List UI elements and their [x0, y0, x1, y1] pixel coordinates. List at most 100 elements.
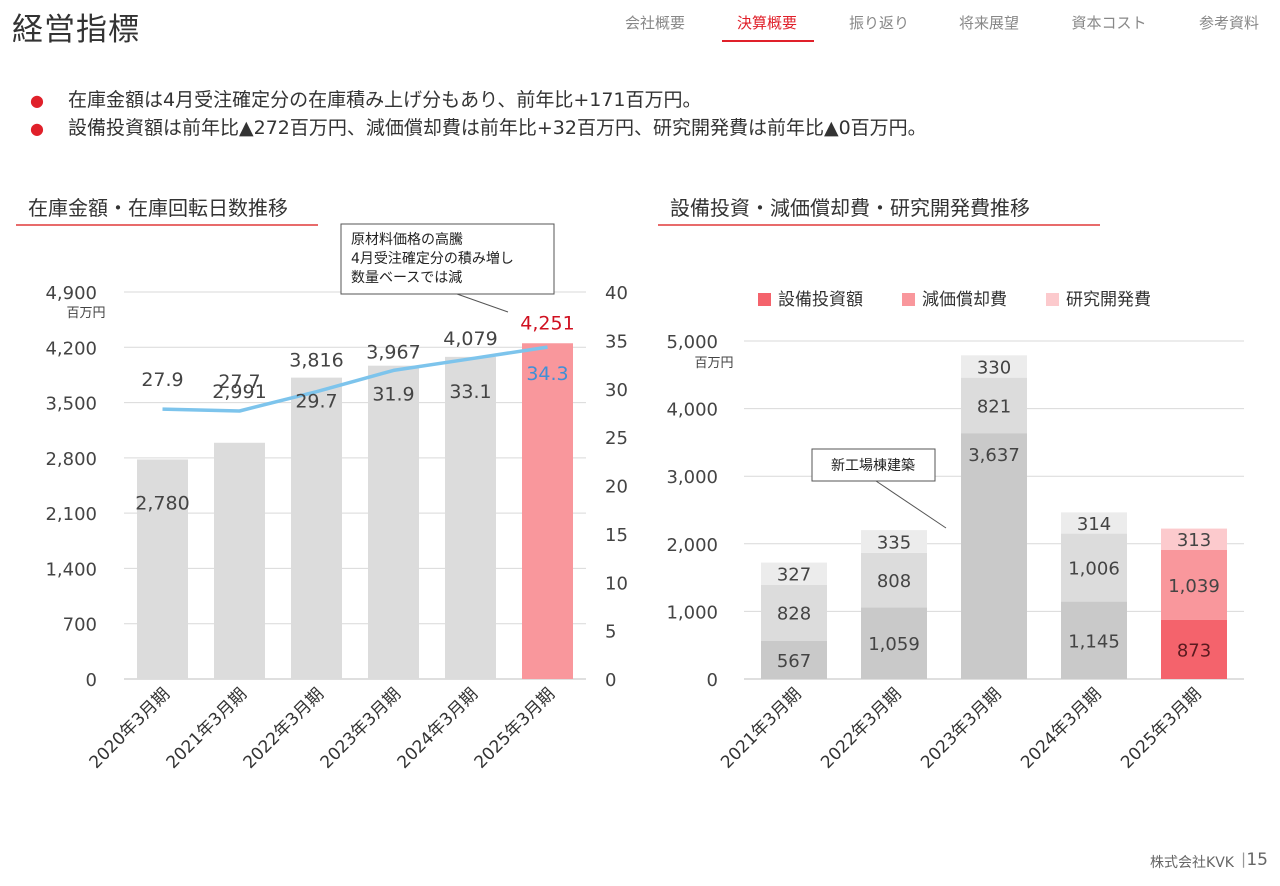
x-category-label: 2021年3月期: [163, 684, 251, 772]
page-number: 15: [1246, 850, 1268, 870]
y2-tick-label: 40: [605, 283, 628, 304]
segment-value-label: 1,039: [1168, 576, 1220, 597]
y2-tick-label: 30: [605, 380, 628, 401]
segment-value-label: 828: [777, 604, 811, 625]
y-tick-label: 4,900: [45, 283, 97, 304]
y2-tick-label: 10: [605, 573, 628, 594]
bar: [445, 356, 496, 679]
segment-value-label: 313: [1177, 530, 1211, 551]
stacked-bar-segment: [1161, 528, 1227, 550]
y-tick-label: 1,400: [45, 559, 97, 580]
bullet-icon: ●: [30, 119, 44, 138]
bar: [368, 365, 419, 679]
capex-chart-title-underline: [658, 224, 1100, 226]
annotation-text: 原材料価格の高騰: [351, 231, 463, 248]
y-tick-label: 3,000: [666, 467, 718, 488]
x-category-label: 2022年3月期: [817, 684, 905, 772]
stacked-bar-segment: [761, 640, 827, 679]
y-tick-label: 5,000: [666, 332, 718, 353]
stacked-bar-segment: [1061, 512, 1127, 534]
y-tick-label: 2,000: [666, 535, 718, 556]
nav-tab-outlook[interactable]: 将来展望: [958, 14, 1019, 32]
stacked-bar-segment: [961, 377, 1027, 434]
summary-bullets: ● 在庫金額は4月受注確定分の在庫積み上げ分もあり、前年比+171百万円。 ● 設備…: [30, 86, 927, 142]
inventory-chart-title: 在庫金額・在庫回転日数推移: [28, 196, 288, 220]
annotation-callout: [340, 223, 555, 295]
bar-value-label: 3,967: [366, 342, 420, 364]
segment-value-label: 330: [977, 357, 1011, 378]
x-category-label: 2024年3月期: [1017, 684, 1105, 772]
legend-label: 設備投資額: [778, 290, 863, 310]
annotation-callout: [811, 448, 936, 482]
annotation-leader: [875, 480, 947, 529]
inventory-chart: 0 700 1,400 2,100 2,800 3,500 4,200 4,900 0 5 10 15…: [45, 223, 628, 773]
bar-value-label: 2,991: [212, 381, 266, 403]
x-category-label: 2020年3月期: [86, 684, 174, 772]
footer-company: 株式会社KVK: [1150, 855, 1234, 871]
x-category-label: 2025年3月期: [471, 684, 559, 772]
y2-tick-label: 5: [605, 622, 616, 643]
stacked-bar-segment: [961, 433, 1027, 679]
y2-tick-label: 15: [605, 525, 628, 546]
stacked-bar-segment: [1161, 619, 1227, 679]
line-value-label: 33.1: [449, 381, 491, 403]
segment-value-label: 567: [777, 651, 811, 672]
segment-value-label: 808: [877, 571, 911, 592]
annotation-leader: [456, 293, 509, 313]
y2-tick-label: 0: [605, 670, 616, 691]
legend-swatch: [758, 293, 771, 306]
line-value-label: 34.3: [526, 363, 568, 385]
y-tick-label: 3,500: [45, 394, 97, 415]
line-value-label: 29.7: [295, 391, 337, 413]
nav-tab-review[interactable]: 振り返り: [848, 14, 909, 32]
segment-value-label: 314: [1077, 514, 1111, 535]
y-tick-label: 4,200: [45, 338, 97, 359]
legend-label: 研究開発費: [1066, 290, 1151, 310]
legend-label: 減価償却費: [922, 290, 1007, 310]
segment-value-label: 335: [877, 532, 911, 553]
top-nav: 会社概要 決算概要 振り返り 将来展望 資本コスト 参考資料: [600, 12, 1280, 44]
segment-value-label: 873: [1177, 640, 1211, 661]
stacked-bar-segment: [861, 530, 927, 553]
annotation-text: 新工場棟建築: [831, 458, 915, 474]
nav-active-underline: [722, 40, 814, 42]
nav-tab-capital-cost[interactable]: 資本コスト: [1071, 14, 1147, 32]
inventory-chart-title-underline: [16, 224, 318, 226]
capex-chart-title: 設備投資・減価償却費・研究開発費推移: [670, 196, 1030, 220]
nav-tab-results[interactable]: 決算概要: [736, 14, 797, 32]
stacked-bar-segment: [861, 552, 927, 608]
y2-tick-label: 25: [605, 428, 628, 449]
bullet-text: 在庫金額は4月受注確定分の在庫積み上げ分もあり、前年比+171百万円。: [68, 89, 702, 111]
y2-tick-label: 35: [605, 331, 628, 352]
segment-value-label: 327: [777, 565, 811, 586]
bar: [291, 377, 342, 679]
y-tick-label: 0: [707, 670, 718, 691]
x-category-label: 2025年3月期: [1117, 684, 1205, 772]
nav-tab-reference[interactable]: 参考資料: [1198, 14, 1259, 32]
stacked-bar-segment: [1161, 549, 1227, 620]
segment-value-label: 3,637: [968, 445, 1020, 466]
nav-tab-company[interactable]: 会社概要: [624, 14, 685, 32]
stacked-bar-segment: [861, 607, 927, 679]
bullet-icon: ●: [30, 91, 44, 110]
segment-value-label: 821: [977, 396, 1011, 417]
line-value-label: 27.7: [218, 371, 260, 393]
bullet-item: ● 在庫金額は4月受注確定分の在庫積み上げ分もあり、前年比+171百万円。: [30, 86, 927, 114]
stacked-bar-segment: [961, 355, 1027, 378]
y-unit-label: 百万円: [694, 356, 733, 371]
bar-value-label: 3,816: [289, 350, 343, 372]
segment-value-label: 1,059: [868, 634, 920, 655]
bullet-text: 設備投資額は前年比▲272百万円、減価償却費は前年比+32百万円、研究開発費は前…: [68, 117, 927, 139]
stacked-bar-segment: [761, 584, 827, 641]
line-value-label: 31.9: [372, 383, 414, 405]
x-category-label: 2024年3月期: [394, 684, 482, 772]
turnover-line: [162, 345, 548, 413]
bar: [522, 343, 573, 679]
segment-value-label: 1,006: [1068, 559, 1120, 580]
segment-value-label: 1,145: [1068, 631, 1120, 652]
y-tick-label: 2,800: [45, 449, 97, 470]
bar-value-label: 2,780: [135, 492, 189, 514]
x-category-label: 2023年3月期: [317, 684, 405, 772]
annotation-text: 数量ベースでは減: [351, 269, 462, 286]
x-category-label: 2022年3月期: [240, 684, 328, 772]
